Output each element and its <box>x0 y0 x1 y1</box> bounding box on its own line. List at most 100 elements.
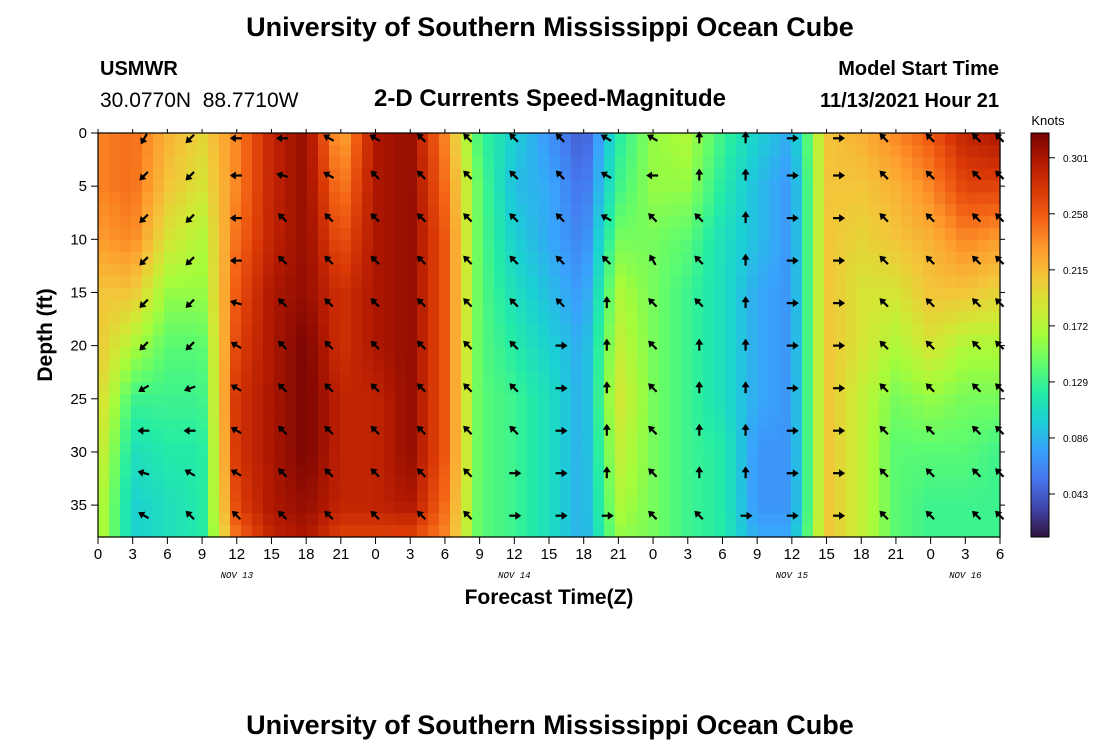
heatmap-cell <box>362 430 374 443</box>
heatmap-cell <box>802 133 814 146</box>
heatmap-cell <box>670 263 682 277</box>
heatmap-cell <box>186 441 198 455</box>
heatmap-cell <box>197 263 209 277</box>
heatmap-cell <box>384 299 396 312</box>
heatmap-cell <box>637 489 649 502</box>
heatmap-cell <box>582 525 594 538</box>
arrow-head <box>463 298 471 306</box>
heatmap-cell <box>956 323 968 336</box>
heatmap-cell <box>197 346 209 360</box>
heatmap-cell <box>164 251 176 265</box>
heatmap-cell <box>175 513 187 526</box>
heatmap-cell <box>802 251 814 265</box>
heatmap-cell <box>934 441 946 455</box>
heatmap-cell <box>659 311 671 324</box>
arrow-head <box>370 255 378 263</box>
heatmap-cell <box>934 239 946 253</box>
heatmap-cell <box>868 370 880 384</box>
heatmap-cell <box>98 430 110 443</box>
heatmap-cell <box>109 441 121 455</box>
heatmap-cell <box>945 251 957 265</box>
heatmap-cell <box>857 489 869 502</box>
heatmap-cell <box>252 382 264 396</box>
heatmap-cell <box>538 525 550 538</box>
heatmap-cell <box>351 156 363 170</box>
heatmap-cell <box>186 394 198 407</box>
heatmap-cell <box>560 513 572 526</box>
heatmap-cell <box>296 501 308 514</box>
heatmap-cell <box>98 346 110 360</box>
heatmap-cell <box>142 168 154 182</box>
heatmap-cell <box>153 287 165 300</box>
heatmap-cell <box>670 513 682 526</box>
heatmap-cell <box>901 394 913 407</box>
heatmap-cell <box>252 513 264 526</box>
heatmap-cell <box>626 358 638 372</box>
heatmap-cell <box>274 239 286 253</box>
heatmap-cell <box>901 406 913 419</box>
heatmap-cell <box>98 251 110 265</box>
heatmap-cell <box>780 382 792 396</box>
heatmap-cell <box>703 382 715 396</box>
heatmap-cell <box>593 192 605 205</box>
heatmap-cell <box>901 133 913 146</box>
heatmap-cell <box>285 489 297 502</box>
heatmap-cell <box>571 251 583 265</box>
heatmap-cell <box>945 263 957 277</box>
heatmap-cell <box>681 251 693 265</box>
heatmap-cell <box>626 287 638 300</box>
heatmap-cell <box>582 228 594 241</box>
y-axis-title: Depth (ft) <box>34 288 57 381</box>
current-arrow <box>741 466 750 479</box>
arrow-head <box>648 510 656 518</box>
heatmap-cell <box>681 216 693 229</box>
heatmap-cell <box>703 133 715 146</box>
heatmap-cell <box>109 275 121 289</box>
heatmap-cell <box>296 144 308 158</box>
arrow-head <box>741 253 750 260</box>
heatmap-cell <box>780 144 792 158</box>
arrow-head <box>278 383 286 391</box>
heatmap-cell <box>296 441 308 455</box>
heatmap-cell <box>967 168 979 182</box>
heatmap-cell <box>846 251 858 265</box>
arrow-head <box>695 338 704 345</box>
heatmap-cell <box>945 358 957 372</box>
heatmap-cell <box>296 335 308 348</box>
heatmap-cell <box>857 299 869 312</box>
heatmap-cell <box>626 501 638 514</box>
heatmap-cell <box>670 192 682 205</box>
arrow-head <box>463 170 471 178</box>
heatmap-cell <box>714 311 726 324</box>
heatmap-cell <box>879 228 891 241</box>
heatmap-cell <box>780 525 792 538</box>
heatmap-cell <box>538 501 550 514</box>
heatmap-cell <box>736 323 748 336</box>
heatmap-cell <box>98 299 110 312</box>
heatmap-cell <box>736 287 748 300</box>
heatmap-cell <box>395 358 407 372</box>
arrow-head <box>646 171 653 180</box>
heatmap-cell <box>351 299 363 312</box>
arrow-head <box>463 383 471 391</box>
arrow-head <box>463 340 471 348</box>
heatmap-cell <box>318 228 330 241</box>
heatmap-cell <box>835 358 847 372</box>
heatmap-cell <box>527 489 539 502</box>
heatmap-cell <box>307 311 319 324</box>
heatmap-cell <box>791 156 803 170</box>
heatmap-cell <box>703 394 715 407</box>
heatmap-cell <box>824 501 836 514</box>
heatmap-cell <box>230 144 242 158</box>
heatmap-cell <box>120 525 132 538</box>
heatmap-cell <box>230 216 242 229</box>
heatmap-cell <box>703 358 715 372</box>
model-start-label: Model Start Time <box>838 58 999 80</box>
heatmap-cell <box>934 346 946 360</box>
heatmap-cell <box>417 346 429 360</box>
heatmap-cell <box>604 168 616 182</box>
heatmap-cell <box>945 216 957 229</box>
heatmap-cell <box>769 275 781 289</box>
heatmap-cell <box>769 370 781 384</box>
heatmap-cell <box>758 275 770 289</box>
